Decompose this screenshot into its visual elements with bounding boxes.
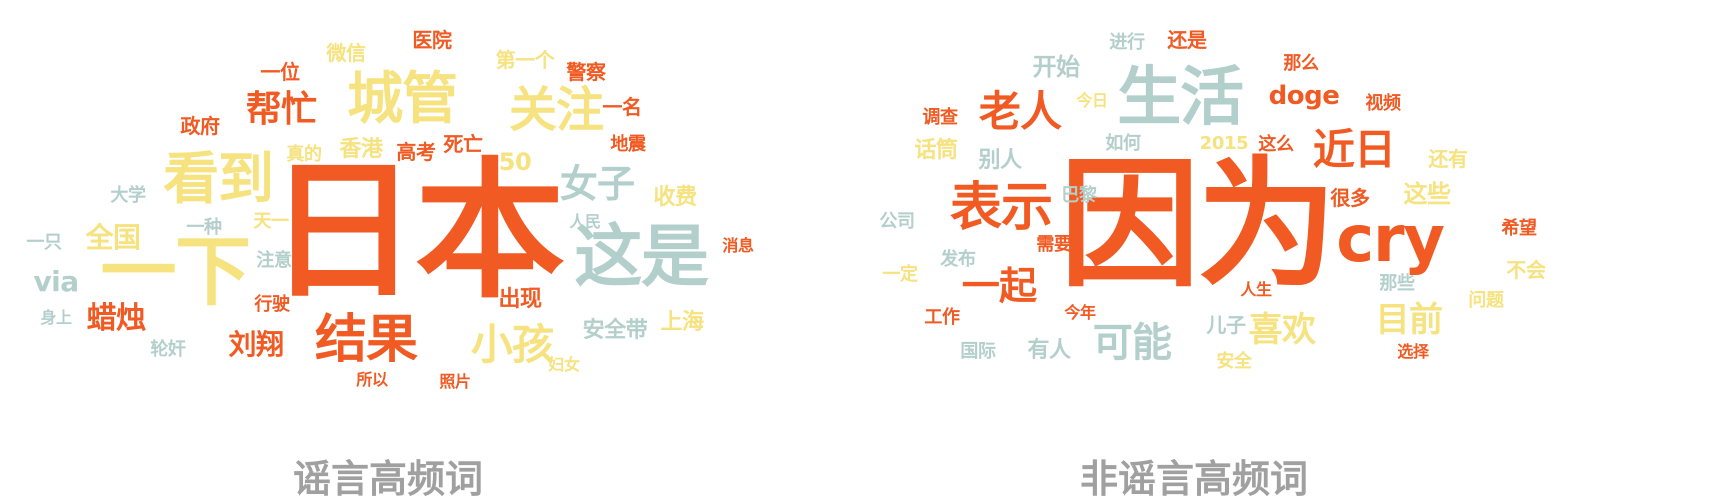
word: 一下 (100, 227, 251, 316)
word: 行驶 (254, 294, 290, 315)
word: 帮忙 (245, 89, 317, 130)
word: 巴黎 (1061, 185, 1097, 206)
word: 全国 (85, 221, 141, 254)
word: 有人 (1027, 338, 1071, 363)
word: 小孩 (470, 320, 554, 369)
word: 这是 (574, 218, 709, 297)
word: 高考 (396, 140, 436, 164)
word: 表示 (950, 178, 1053, 238)
word: 工作 (924, 307, 960, 328)
word: 医院 (412, 28, 452, 52)
word: 天一 (253, 211, 289, 232)
word: 今年 (1064, 303, 1096, 322)
word: 这么 (1258, 134, 1294, 155)
word: 希望 (1501, 218, 1537, 239)
word: 微信 (326, 41, 366, 65)
word: 轮奸 (150, 339, 186, 360)
word: 上海 (660, 310, 704, 335)
word: 警察 (566, 60, 606, 84)
word: 刘翔 (228, 328, 284, 361)
word: doge (1268, 81, 1340, 111)
word: 照片 (439, 372, 471, 391)
word: 出现 (498, 287, 542, 312)
word: 喜欢 (1248, 310, 1316, 350)
word: 地震 (610, 134, 646, 155)
word: 一起 (961, 264, 1037, 308)
word: 所以 (356, 370, 388, 389)
word: 进行 (1109, 32, 1145, 53)
word: 问题 (1468, 290, 1504, 311)
word: 结果 (315, 310, 418, 370)
word: 2015 (1199, 133, 1249, 154)
word: 真的 (286, 144, 322, 165)
word: 看到 (163, 147, 274, 212)
word: 开始 (1032, 53, 1080, 81)
word: 视频 (1365, 93, 1401, 114)
word: 今日 (1076, 91, 1108, 110)
word: 女子 (559, 162, 635, 206)
word: 政府 (180, 114, 220, 138)
word: 关注 (508, 82, 604, 138)
word: 生活 (1117, 61, 1244, 135)
word: 安全带 (582, 318, 648, 343)
word: 还有 (1428, 147, 1468, 171)
word: 一名 (602, 95, 642, 119)
word: 还是 (1167, 28, 1207, 52)
word: 一位 (260, 60, 300, 84)
word: 日本 (267, 145, 565, 319)
word: 发布 (940, 249, 976, 270)
word: 如何 (1105, 133, 1141, 154)
word: 第一个 (495, 48, 555, 72)
word: via (33, 265, 79, 298)
word: 这些 (1403, 180, 1451, 208)
word: 身上 (40, 308, 72, 327)
word: 可能 (1092, 320, 1172, 366)
word: 那些 (1379, 273, 1415, 294)
word: 大学 (110, 185, 146, 206)
rumor-cloud-caption: 谣言高频词 (292, 457, 484, 501)
word: 话筒 (914, 138, 958, 163)
word: 人民 (569, 212, 601, 231)
word: 那么 (1283, 53, 1319, 74)
word: 蜡烛 (86, 301, 146, 336)
word: 不会 (1506, 258, 1546, 282)
word: 目前 (1375, 300, 1443, 340)
word: 需要 (1036, 234, 1072, 255)
word: cry (1336, 203, 1445, 277)
word: 一种 (186, 217, 222, 238)
word: 公司 (879, 211, 915, 232)
word: 收费 (653, 185, 697, 210)
word: 50 (498, 148, 532, 176)
word: 选择 (1397, 342, 1429, 361)
word: 近日 (1312, 125, 1396, 174)
word: 消息 (722, 236, 754, 255)
word: 一定 (882, 264, 918, 285)
non-rumor-word-cloud: 因为 生活 cry 表示 老人 近日 一起 可能 喜欢 目前 doge 开始 进… (864, 0, 1728, 501)
rumor-word-cloud: 日本 城管 一下 这是 看到 结果 关注 帮忙 女子 小孩 蜡烛 刘翔 全国 v… (0, 0, 864, 501)
word: 别人 (978, 148, 1022, 173)
word: 儿子 (1206, 313, 1246, 337)
word: 很多 (1330, 186, 1370, 210)
word: 因为 (1059, 144, 1337, 307)
word: 国际 (960, 341, 996, 362)
word: 调查 (922, 107, 958, 128)
word: 妇女 (548, 355, 580, 374)
non-rumor-cloud-caption: 非谣言高频词 (1079, 457, 1309, 501)
word: 老人 (978, 87, 1062, 136)
word: 香港 (339, 137, 383, 162)
word: 注意 (256, 250, 292, 271)
word: 城管 (347, 67, 458, 132)
word: 人生 (1240, 280, 1272, 299)
word: 安全 (1216, 351, 1252, 372)
word: 死亡 (443, 132, 483, 156)
word: 一只 (26, 232, 62, 253)
